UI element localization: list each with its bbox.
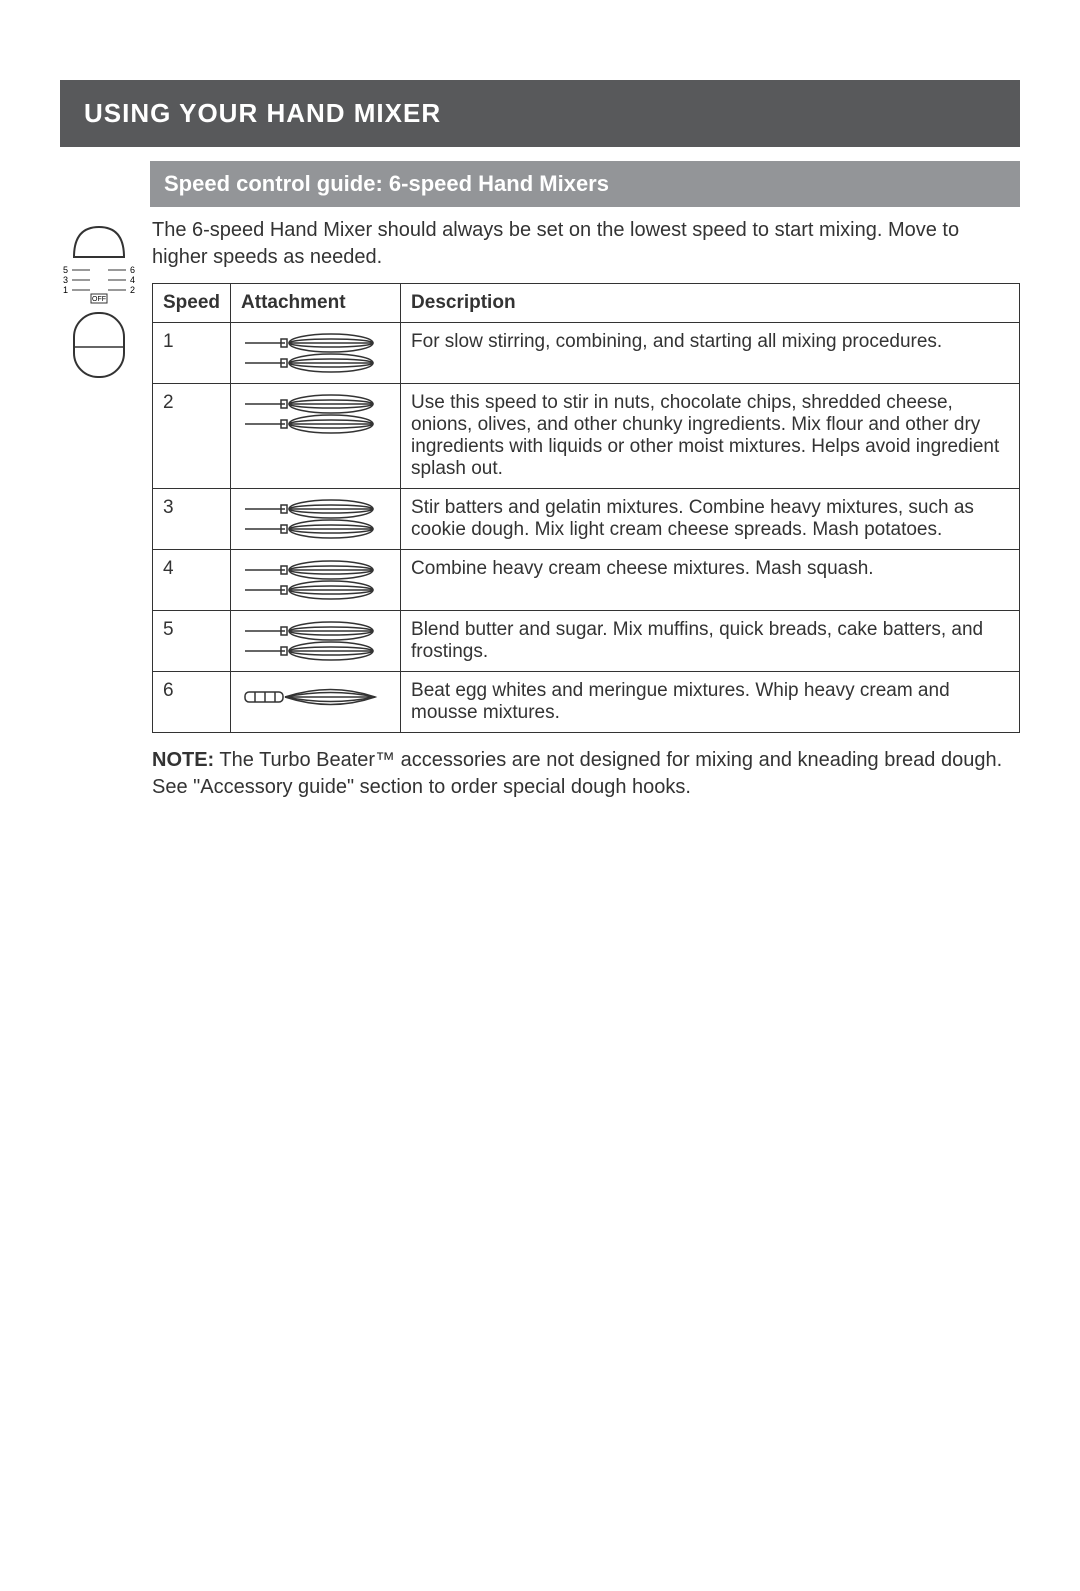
th-attachment: Attachment: [231, 284, 401, 323]
cell-attachment: [231, 384, 401, 489]
cell-speed: 4: [153, 550, 231, 611]
mixer-diagram: 5 3 1 6 4 2 OFF: [60, 217, 138, 801]
mixer-speed-diagram-icon: 5 3 1 6 4 2 OFF: [60, 221, 138, 421]
scale-3: 3: [63, 275, 68, 285]
beater-icon: [241, 558, 381, 602]
cell-speed: 5: [153, 611, 231, 672]
beater-icon: [241, 331, 381, 375]
beater-icon: [241, 497, 381, 541]
scale-6: 6: [130, 265, 135, 275]
cell-description: Blend butter and sugar. Mix muffins, qui…: [401, 611, 1020, 672]
note-body: The Turbo Beater™ accessories are not de…: [152, 749, 1002, 798]
table-row: 4 Combine heavy cream cheese mixtures. M…: [153, 550, 1020, 611]
scale-5: 5: [63, 265, 68, 275]
scale-off: OFF: [92, 296, 106, 303]
cell-speed: 6: [153, 672, 231, 733]
cell-attachment: [231, 672, 401, 733]
content-wrap: 5 3 1 6 4 2 OFF The 6-speed Hand Mixer s…: [60, 217, 1020, 801]
table-row: 6 Beat egg whites and meringue mixtures.…: [153, 672, 1020, 733]
section-header: USING YOUR HAND MIXER: [60, 80, 1020, 147]
cell-speed: 3: [153, 489, 231, 550]
cell-attachment: [231, 611, 401, 672]
cell-attachment: [231, 489, 401, 550]
whisk-icon: [241, 680, 381, 714]
cell-speed: 2: [153, 384, 231, 489]
th-speed: Speed: [153, 284, 231, 323]
scale-1: 1: [63, 285, 68, 295]
beater-icon: [241, 392, 381, 436]
sub-header: Speed control guide: 6-speed Hand Mixers: [150, 161, 1020, 207]
cell-speed: 1: [153, 323, 231, 384]
cell-description: Use this speed to stir in nuts, chocolat…: [401, 384, 1020, 489]
table-row: 2 Use this speed to stir in nuts, chocol…: [153, 384, 1020, 489]
scale-4: 4: [130, 275, 135, 285]
cell-attachment: [231, 323, 401, 384]
cell-description: Beat egg whites and meringue mixtures. W…: [401, 672, 1020, 733]
th-description: Description: [401, 284, 1020, 323]
note-label: NOTE:: [152, 749, 214, 771]
speed-table: Speed Attachment Description 1 For slow …: [152, 283, 1020, 733]
note-text: NOTE: The Turbo Beater™ accessories are …: [152, 747, 1020, 801]
cell-attachment: [231, 550, 401, 611]
cell-description: Stir batters and gelatin mixtures. Combi…: [401, 489, 1020, 550]
table-row: 5 Blend butter and sugar. Mix muffins, q…: [153, 611, 1020, 672]
cell-description: Combine heavy cream cheese mixtures. Mas…: [401, 550, 1020, 611]
table-row: 3 Stir batters and gelatin mixtures. Com…: [153, 489, 1020, 550]
intro-text: The 6-speed Hand Mixer should always be …: [152, 217, 1020, 271]
table-row: 1 For slow stirring, combining, and star…: [153, 323, 1020, 384]
main-column: The 6-speed Hand Mixer should always be …: [152, 217, 1020, 801]
cell-description: For slow stirring, combining, and starti…: [401, 323, 1020, 384]
scale-2: 2: [130, 285, 135, 295]
beater-icon: [241, 619, 381, 663]
